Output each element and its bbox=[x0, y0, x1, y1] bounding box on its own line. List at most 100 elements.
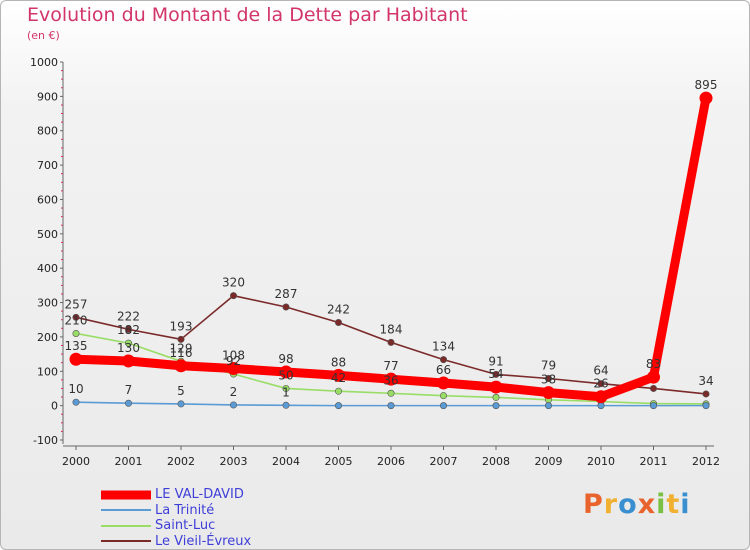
data-label: 54 bbox=[488, 367, 503, 381]
legend-item-vieil-evreux: Le Vieil-Évreux bbox=[101, 534, 251, 550]
legend-item-la-trinite: La Trinité bbox=[101, 503, 251, 519]
data-point bbox=[282, 384, 290, 392]
data-label: 5 bbox=[177, 384, 185, 398]
data-point bbox=[72, 329, 80, 337]
y-tick-label: 100 bbox=[37, 365, 58, 378]
legend-label: Le Vieil-Évreux bbox=[155, 533, 252, 549]
data-point bbox=[125, 325, 133, 333]
data-point bbox=[439, 356, 447, 364]
data-point bbox=[597, 402, 605, 410]
data-label: 36 bbox=[383, 373, 398, 387]
data-label: 184 bbox=[380, 322, 403, 336]
logo-letter: P bbox=[583, 489, 604, 520]
y-tick-label: 600 bbox=[37, 193, 58, 206]
data-point bbox=[387, 389, 395, 397]
y-tick-label: 800 bbox=[37, 125, 58, 138]
logo-letter: o bbox=[618, 489, 638, 520]
data-point bbox=[174, 359, 188, 373]
data-point bbox=[544, 402, 552, 410]
data-label: 257 bbox=[65, 297, 88, 311]
data-point bbox=[492, 393, 500, 401]
legend-swatch bbox=[101, 490, 151, 500]
x-tick-label: 2001 bbox=[115, 455, 143, 468]
data-point bbox=[177, 335, 185, 343]
data-label: 1 bbox=[282, 385, 290, 399]
data-label: 98 bbox=[278, 352, 293, 366]
x-tick-label: 2002 bbox=[167, 455, 195, 468]
data-point bbox=[384, 372, 398, 386]
data-point bbox=[437, 376, 450, 390]
x-tick-label: 2008 bbox=[482, 455, 510, 468]
legend: LE VAL-DAVID La Trinité Saint-Luc Le Vie… bbox=[101, 487, 251, 549]
data-point bbox=[282, 303, 290, 311]
data-label: 222 bbox=[117, 309, 140, 323]
data-label: 895 bbox=[695, 78, 718, 92]
y-tick-label: 900 bbox=[37, 90, 58, 103]
data-label: 38 bbox=[541, 373, 556, 387]
x-tick-label: 2000 bbox=[62, 455, 90, 468]
y-tick-label: 300 bbox=[37, 297, 58, 310]
legend-label: Saint-Luc bbox=[155, 518, 216, 534]
data-point bbox=[439, 402, 447, 410]
data-label: 83 bbox=[646, 357, 661, 371]
data-point bbox=[597, 380, 605, 388]
data-point bbox=[69, 352, 83, 366]
y-tick-label: 400 bbox=[37, 262, 58, 275]
x-tick-label: 2007 bbox=[430, 455, 458, 468]
data-label: 66 bbox=[436, 363, 451, 377]
data-point bbox=[334, 318, 342, 326]
legend-label: LE VAL-DAVID bbox=[155, 487, 244, 503]
x-tick-label: 2009 bbox=[535, 455, 563, 468]
data-label: 50 bbox=[278, 368, 293, 382]
y-tick-label: 500 bbox=[37, 228, 58, 241]
data-point bbox=[702, 390, 710, 398]
data-point bbox=[544, 374, 552, 382]
chart-unit-label: (en €) bbox=[27, 29, 60, 42]
y-tick-label: -100 bbox=[33, 434, 58, 447]
data-label: 42 bbox=[331, 371, 346, 385]
data-point bbox=[649, 402, 657, 410]
data-label: 130 bbox=[117, 341, 140, 355]
data-point bbox=[334, 402, 342, 410]
data-point bbox=[649, 384, 657, 392]
data-label: 10 bbox=[68, 382, 83, 396]
x-tick-label: 2003 bbox=[220, 455, 248, 468]
y-tick-label: 200 bbox=[37, 331, 58, 344]
data-label: 182 bbox=[117, 323, 140, 337]
data-label: 210 bbox=[65, 313, 88, 327]
x-tick-label: 2010 bbox=[587, 455, 615, 468]
data-label: 193 bbox=[170, 319, 193, 333]
data-label: 129 bbox=[170, 341, 193, 355]
data-point bbox=[647, 370, 660, 384]
legend-item-val-david: LE VAL-DAVID bbox=[101, 487, 251, 503]
proxiti-logo: Proxiti bbox=[583, 489, 691, 520]
logo-letter: r bbox=[603, 489, 619, 520]
data-label: 88 bbox=[331, 355, 346, 369]
data-label: 134 bbox=[432, 340, 455, 354]
data-label: 91 bbox=[488, 354, 503, 368]
data-point bbox=[230, 292, 238, 300]
logo-letter: x bbox=[637, 489, 657, 520]
legend-label: La Trinité bbox=[155, 502, 215, 518]
data-point bbox=[489, 380, 503, 394]
legend-item-saint-luc: Saint-Luc bbox=[101, 518, 251, 534]
data-point bbox=[439, 392, 447, 400]
data-label: 108 bbox=[222, 349, 245, 363]
data-point bbox=[387, 338, 395, 346]
data-label: 64 bbox=[593, 364, 608, 378]
data-label: 320 bbox=[222, 276, 245, 290]
x-tick-label: 2012 bbox=[692, 455, 720, 468]
data-label: 135 bbox=[65, 339, 88, 353]
x-tick-label: 2011 bbox=[640, 455, 668, 468]
data-label: 7 bbox=[125, 383, 133, 397]
data-label: 34 bbox=[698, 374, 713, 388]
data-label: 79 bbox=[541, 358, 556, 372]
legend-swatch bbox=[101, 540, 151, 543]
legend-swatch bbox=[101, 509, 151, 512]
y-tick-label: 700 bbox=[37, 159, 58, 172]
data-point bbox=[279, 365, 293, 379]
data-point bbox=[492, 402, 500, 410]
legend-swatch bbox=[101, 524, 151, 527]
